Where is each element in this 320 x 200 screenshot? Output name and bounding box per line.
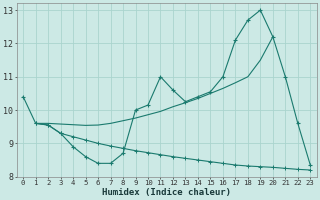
X-axis label: Humidex (Indice chaleur): Humidex (Indice chaleur) <box>102 188 231 197</box>
